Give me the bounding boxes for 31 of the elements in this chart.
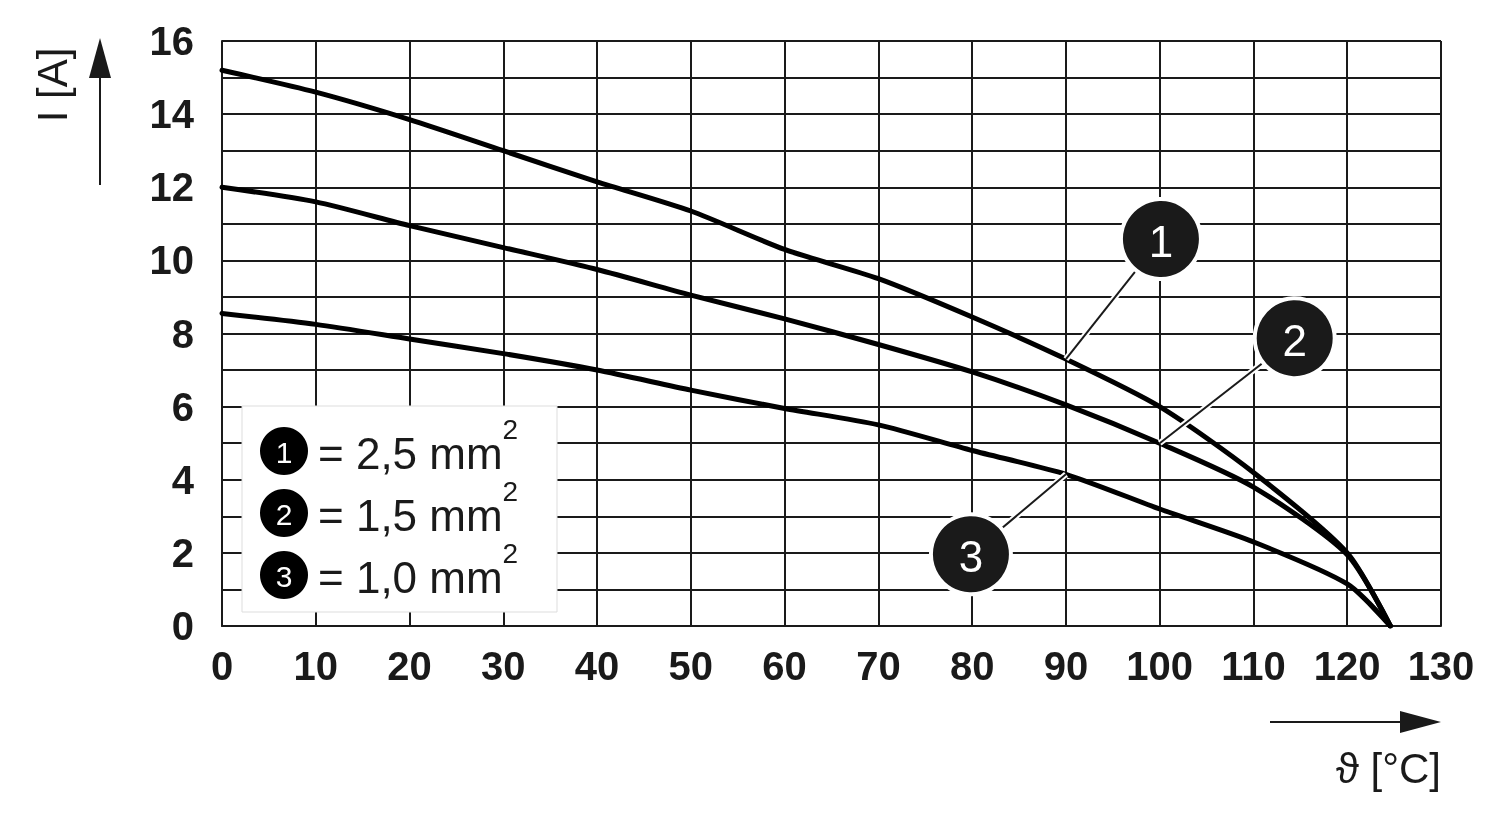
text: 3 [958,531,984,581]
y-tick-label: 12 [149,165,194,210]
y-tick-label: 6 [171,384,194,429]
x-tick-label: 50 [668,644,714,688]
x-tick-label: 120 [1313,644,1381,688]
y-tick-label: 8 [171,311,194,356]
y-tick-label: 2 [171,530,194,575]
x-tick-label: 60 [762,644,807,688]
text: 1 [275,435,293,469]
x-axis-title: ϑ [°C] [1335,744,1441,792]
x-tick-label: 40 [574,644,620,688]
x-tick-label: 90 [1043,644,1089,688]
y-tick-label: 0 [171,604,194,648]
x-tick-label: 110 [1221,644,1286,688]
x-tick-label: 30 [481,644,526,688]
legend-label: 2 [275,497,293,531]
y-tick-label: 10 [149,238,194,283]
x-tick-label: 20 [387,644,432,688]
x-tick-label: 130 [1407,644,1475,688]
x-tick-label: 70 [856,644,901,688]
y-tick-label: 14 [149,92,195,137]
text: 1 [1148,216,1174,266]
x-tick-label: 80 [949,644,995,688]
y-axis-title: I [A] [28,47,76,123]
legend-label: 3 [275,559,293,593]
x-tick-label: 10 [293,644,339,688]
text: 2 [1282,315,1307,365]
y-tick-label: 4 [171,457,195,502]
x-tick-label: 0 [210,644,234,688]
y-tick-label: 16 [149,19,194,63]
x-tick-label: 100 [1126,644,1194,688]
